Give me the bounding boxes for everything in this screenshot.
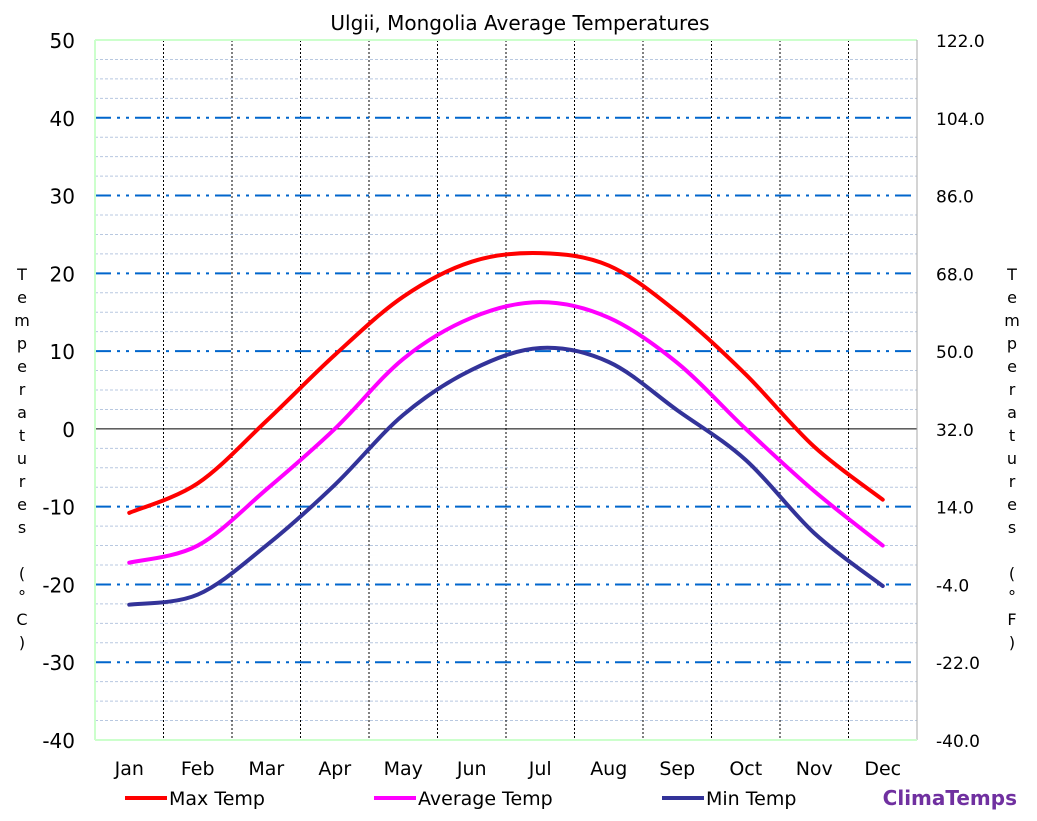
- y-axis-label-right: e: [1007, 288, 1017, 307]
- x-tick-label: Aug: [590, 758, 627, 780]
- y-tick-right: 50.0: [936, 343, 974, 363]
- y-axis-label-right: p: [1007, 334, 1017, 353]
- y-axis-label-right: r: [1009, 472, 1016, 491]
- y-tick-left: -20: [42, 573, 75, 597]
- legend-label: Max Temp: [169, 788, 265, 810]
- y-axis-label-right: e: [1007, 357, 1017, 376]
- x-tick-label: Jul: [528, 758, 552, 780]
- y-tick-right: -4.0: [936, 576, 969, 596]
- x-tick-label: Nov: [796, 758, 833, 780]
- y-axis-label-left: °: [18, 587, 26, 606]
- y-axis-label-right: t: [1009, 426, 1015, 445]
- x-tick-label: Oct: [729, 758, 762, 780]
- y-axis-label-left: e: [17, 495, 27, 514]
- x-tick-label: Jan: [114, 758, 144, 780]
- y-tick-right: 68.0: [936, 265, 974, 285]
- y-axis-label-right: °: [1008, 587, 1016, 606]
- y-tick-left: -30: [42, 651, 75, 675]
- y-axis-label-right: F: [1007, 610, 1016, 629]
- y-axis-label-left: r: [19, 472, 26, 491]
- x-tick-label: Dec: [864, 758, 901, 780]
- x-tick-label: Mar: [248, 758, 284, 780]
- series-line-max-temp: [127, 250, 885, 515]
- y-axis-label-right: u: [1007, 449, 1017, 468]
- y-axis-label-left: e: [17, 357, 27, 376]
- x-tick-label: Feb: [181, 758, 215, 780]
- y-tick-left: 20: [50, 262, 75, 286]
- x-tick-label: Apr: [318, 758, 351, 780]
- y-tick-right: -40.0: [936, 732, 980, 752]
- chart-title: Ulgii, Mongolia Average Temperatures: [330, 11, 709, 35]
- y-axis-label-left: r: [19, 380, 26, 399]
- y-axis-label-left: p: [17, 334, 27, 353]
- brand-logo: ClimaTemps: [883, 786, 1017, 810]
- y-tick-left: 40: [50, 107, 75, 131]
- y-tick-right: -22.0: [936, 654, 980, 674]
- y-axis-label-right: a: [1007, 403, 1017, 422]
- y-axis-label-right: r: [1009, 380, 1016, 399]
- y-axis-label-left: s: [18, 518, 26, 537]
- y-axis-label-right: (: [1009, 564, 1015, 583]
- y-axis-label-left: a: [17, 403, 27, 422]
- y-tick-left: -40: [42, 729, 75, 753]
- y-axis-label-left: m: [14, 311, 30, 330]
- y-axis-label-left: t: [19, 426, 25, 445]
- y-tick-left: 0: [62, 418, 75, 442]
- series-line-average-temp: [127, 300, 885, 565]
- x-tick-label: Sep: [659, 758, 695, 780]
- y-axis-label-right: ): [1009, 633, 1015, 652]
- x-tick-label: Jun: [456, 758, 487, 780]
- y-axis-label-left: ): [19, 633, 25, 652]
- y-axis-label-left: C: [16, 610, 27, 629]
- y-axis-label-right: T: [1006, 265, 1017, 284]
- y-axis-label-left: (: [19, 564, 25, 583]
- y-tick-left: 30: [50, 185, 75, 209]
- y-axis-label-right: s: [1008, 518, 1016, 537]
- y-tick-right: 104.0: [936, 110, 985, 130]
- legend-label: Min Temp: [706, 788, 796, 810]
- y-tick-right: 122.0: [936, 32, 985, 52]
- y-tick-left: -10: [42, 496, 75, 520]
- legend-label: Average Temp: [418, 788, 553, 810]
- y-tick-right: 32.0: [936, 421, 974, 441]
- x-tick-label: May: [384, 758, 423, 780]
- series-line-min-temp: [127, 345, 885, 607]
- y-axis-label-left: T: [16, 265, 27, 284]
- y-tick-right: 86.0: [936, 188, 974, 208]
- y-axis-label-left: u: [17, 449, 27, 468]
- y-axis-label-right: e: [1007, 495, 1017, 514]
- y-tick-left: 10: [50, 340, 75, 364]
- y-axis-label-right: m: [1004, 311, 1020, 330]
- y-axis-label-left: e: [17, 288, 27, 307]
- y-tick-right: 14.0: [936, 499, 974, 519]
- y-tick-left: 50: [50, 29, 75, 53]
